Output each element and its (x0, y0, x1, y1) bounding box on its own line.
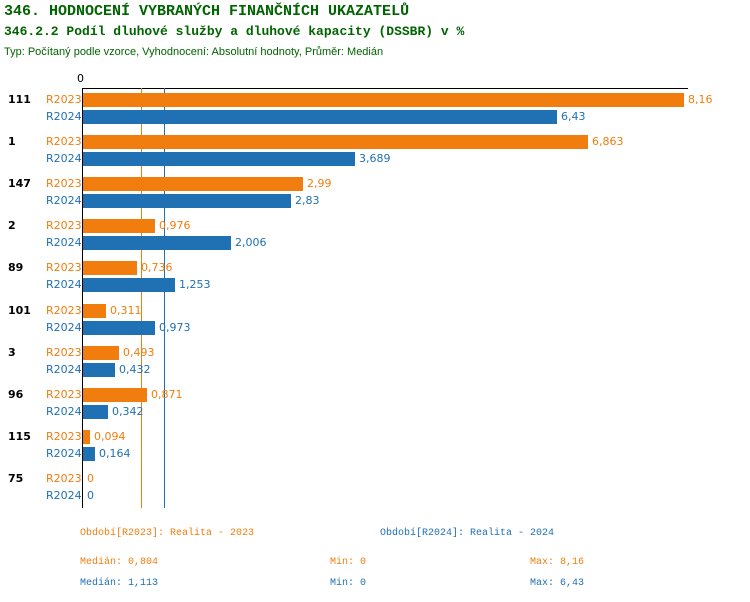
value-label-r2024: 2,83 (295, 194, 320, 207)
value-label-r2023: 0,311 (110, 304, 142, 317)
series-label-r2023: R2023 (46, 177, 82, 190)
category-label: 2 (8, 219, 16, 232)
bar-r2024 (83, 110, 557, 124)
bar-r2024 (83, 405, 108, 419)
series-label-r2024: R2024 (46, 447, 82, 460)
value-label-r2024: 0,164 (99, 447, 131, 460)
series-label-r2024: R2024 (46, 321, 82, 334)
report-subtitle: 346.2.2 Podíl dluhové služby a dluhové k… (4, 24, 465, 39)
series-label-r2024: R2024 (46, 363, 82, 376)
value-label-r2024: 6,43 (561, 110, 586, 123)
category-label: 89 (8, 261, 24, 274)
bar-r2023 (83, 135, 588, 149)
series-label-r2024: R2024 (46, 152, 82, 165)
median-line-median-r2023 (141, 88, 142, 508)
series-label-r2024: R2024 (46, 236, 82, 249)
series-label-r2023: R2023 (46, 430, 82, 443)
legend-period-r2024: Období[R2024]: Realita - 2024 (380, 528, 555, 539)
bar-r2024 (83, 321, 155, 335)
value-label-r2024: 0,973 (159, 321, 191, 334)
value-label-r2024: 1,253 (179, 278, 211, 291)
bar-r2023 (83, 219, 155, 233)
value-label-r2023: 0,736 (141, 261, 173, 274)
series-label-r2024: R2024 (46, 278, 82, 291)
value-label-r2024: 0,342 (112, 405, 144, 418)
category-label: 147 (8, 177, 31, 190)
bar-r2023 (83, 430, 90, 444)
legend-period-r2023: Období[R2023]: Realita - 2023 (80, 528, 255, 539)
series-label-r2023: R2023 (46, 346, 82, 359)
bar-r2024 (83, 194, 291, 208)
bar-r2023 (83, 304, 106, 318)
bar-r2023 (83, 261, 137, 275)
bar-r2023 (83, 388, 147, 402)
value-label-r2023: 0 (87, 472, 94, 485)
category-label: 96 (8, 388, 24, 401)
value-label-r2023: 0,094 (94, 430, 126, 443)
value-label-r2024: 0,432 (119, 363, 151, 376)
bar-r2023 (83, 177, 303, 191)
axis-top-line (82, 88, 688, 89)
series-label-r2023: R2023 (46, 219, 82, 232)
median-line-median-r2024 (164, 88, 165, 508)
value-label-r2023: 0,871 (151, 388, 183, 401)
bar-r2024 (83, 447, 95, 461)
value-label-r2023: 0,976 (159, 219, 191, 232)
series-label-r2023: R2023 (46, 472, 82, 485)
bar-r2023 (83, 346, 119, 360)
bar-r2024 (83, 152, 355, 166)
report-title: 346. HODNOCENÍ VYBRANÝCH FINANČNÍCH UKAZ… (4, 3, 410, 20)
axis-zero-label: 0 (77, 72, 84, 85)
series-label-r2024: R2024 (46, 110, 82, 123)
value-label-r2024: 0 (87, 489, 94, 502)
value-label-r2023: 2,99 (307, 177, 332, 190)
category-label: 3 (8, 346, 16, 359)
category-label: 101 (8, 304, 31, 317)
stat-max-r2024: Max: 6,43 (530, 578, 585, 589)
series-label-r2024: R2024 (46, 489, 82, 502)
bar-chart: 0 111 R2023 8,16 R2024 6,43 1 R2023 6,863 R2024 3… (8, 72, 713, 508)
category-label: 75 (8, 472, 24, 485)
bar-r2024 (83, 363, 115, 377)
series-label-r2023: R2023 (46, 388, 82, 401)
series-label-r2023: R2023 (46, 135, 82, 148)
report-meta: Typ: Počítaný podle vzorce, Vyhodnocení:… (4, 46, 384, 58)
category-label: 1 (8, 135, 16, 148)
category-label: 111 (8, 93, 31, 106)
value-label-r2024: 2,006 (235, 236, 267, 249)
series-label-r2024: R2024 (46, 194, 82, 207)
axis-left-line (82, 88, 83, 508)
stat-median-r2023: Medián: 0,804 (80, 557, 159, 568)
stat-min-r2024: Min: 0 (330, 578, 367, 589)
value-label-r2024: 3,689 (359, 152, 391, 165)
plot-area: 111 R2023 8,16 R2024 6,43 1 R2023 6,863 R2024 3,6… (8, 88, 713, 508)
category-label: 115 (8, 430, 31, 443)
stat-max-r2023: Max: 8,16 (530, 557, 585, 568)
series-label-r2023: R2023 (46, 261, 82, 274)
bar-r2023 (83, 93, 684, 107)
stat-min-r2023: Min: 0 (330, 557, 367, 568)
bar-r2024 (83, 236, 231, 250)
bar-r2024 (83, 278, 175, 292)
series-label-r2023: R2023 (46, 304, 82, 317)
series-label-r2023: R2023 (46, 93, 82, 106)
value-label-r2023: 0,493 (123, 346, 155, 359)
value-label-r2023: 8,16 (688, 93, 713, 106)
stat-median-r2024: Medián: 1,113 (80, 578, 159, 589)
value-label-r2023: 6,863 (592, 135, 624, 148)
series-label-r2024: R2024 (46, 405, 82, 418)
